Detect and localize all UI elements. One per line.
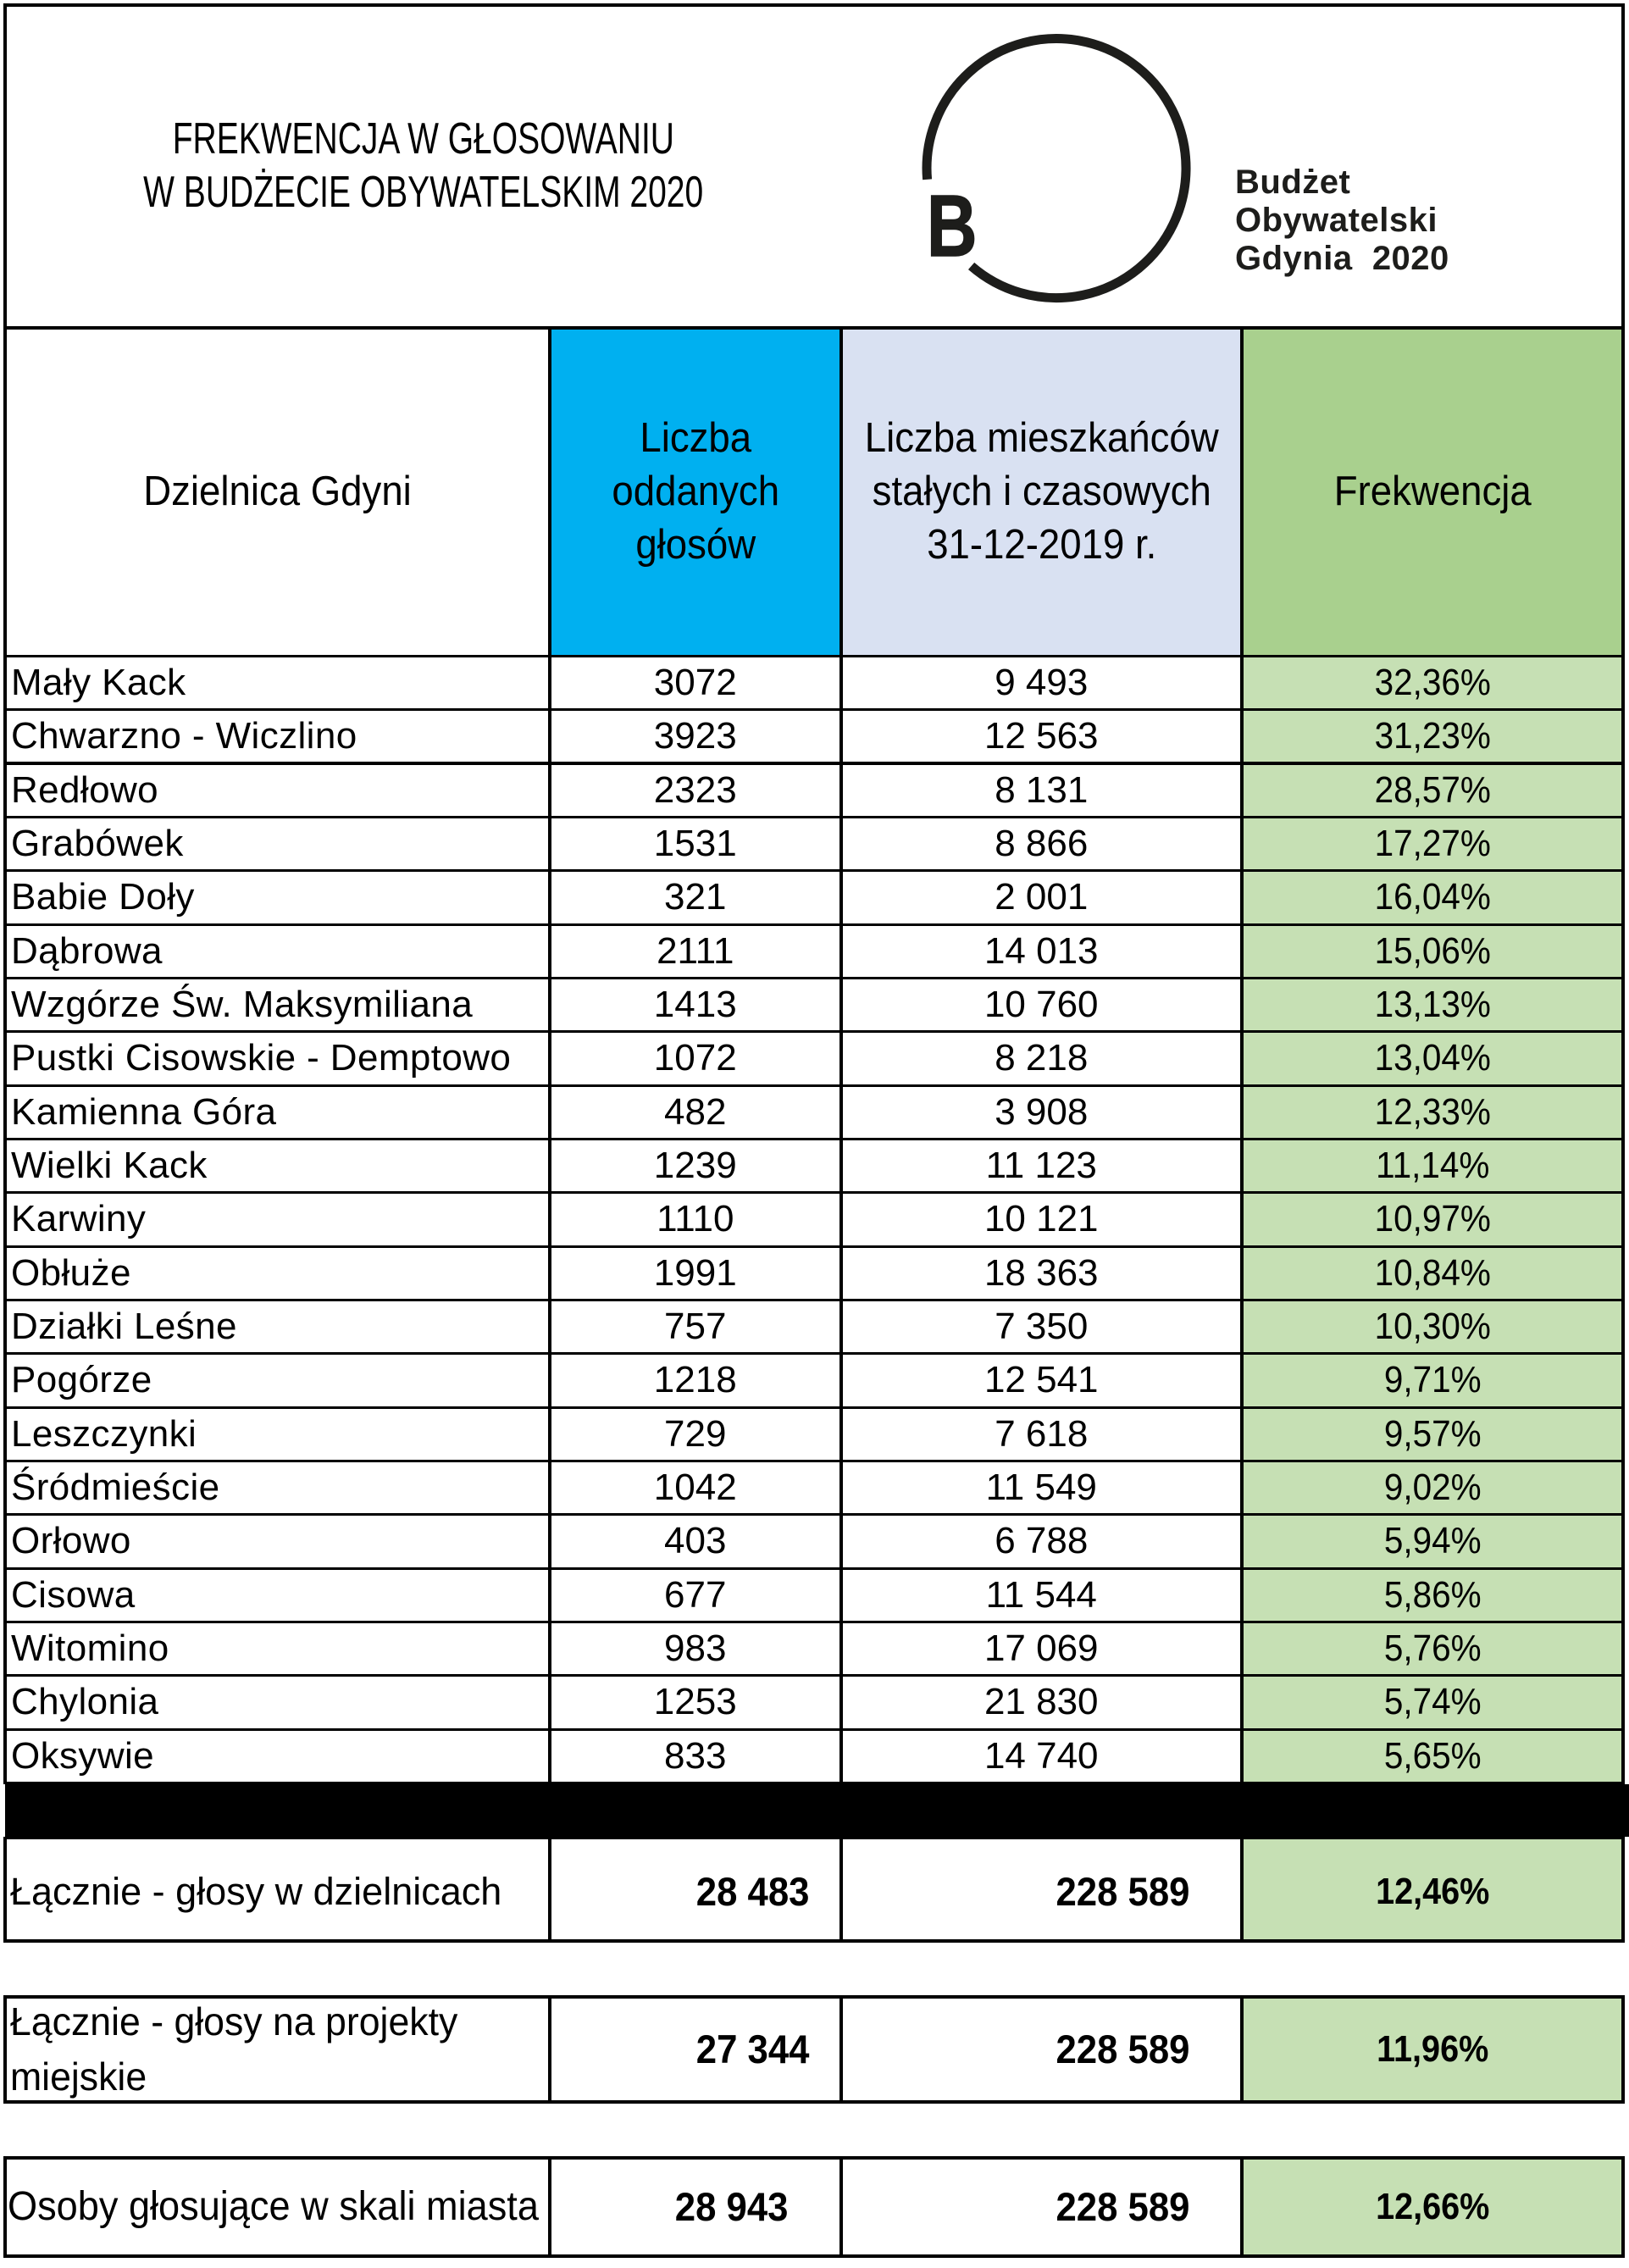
svg-text:B: B [927, 177, 978, 274]
